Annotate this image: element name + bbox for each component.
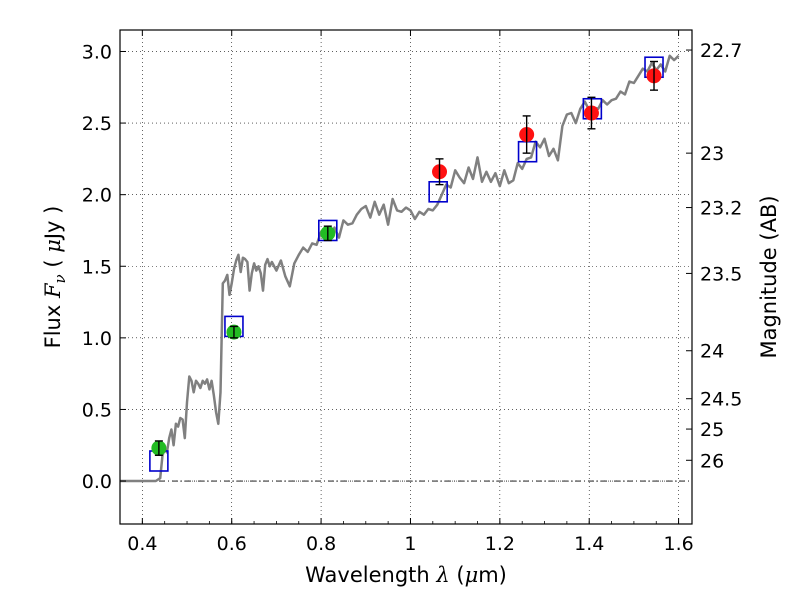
- mag-tick-label: 22.7: [700, 40, 742, 62]
- observed-points: [151, 60, 662, 456]
- y-tick-label: 0.5: [82, 399, 112, 421]
- y-tick-label: 1.0: [82, 328, 112, 350]
- mag-tick-label: 24: [700, 341, 724, 363]
- y-tick-label: 1.5: [82, 256, 112, 278]
- x-tick-label: 0.4: [127, 533, 157, 555]
- mag-tick-label: 25: [700, 419, 724, 441]
- axis-ticks: [120, 30, 692, 524]
- x-tick-label: 0.8: [306, 533, 336, 555]
- magnitude-axis-label: Magnitude (AB): [757, 195, 781, 358]
- mag-tick-label: 23: [700, 143, 724, 165]
- x-axis-label: Wavelength λ (μm): [305, 563, 507, 587]
- mag-tick-label: 23.2: [700, 198, 742, 220]
- model-spectrum: [120, 54, 680, 483]
- x-tick-label: 1.4: [574, 533, 604, 555]
- mag-tick-label: 24.5: [700, 389, 742, 411]
- tick-labels: 0.4 0.6 0.8 1 1.2 1.4 1.6 0.0 0.5 1.0 1.5 2.0 2.5 3.0…: [82, 40, 743, 555]
- model-bands: [149, 56, 664, 472]
- plot-frame: [119, 29, 693, 525]
- mag-tick-label: 23.5: [700, 263, 742, 285]
- x-tick-label: 1.6: [663, 533, 693, 555]
- model-band-marker: [428, 181, 448, 203]
- y-axis-label: Flux Fν ( μJy ): [41, 206, 69, 349]
- mag-tick-label: 26: [700, 450, 724, 472]
- x-tick-label: 1: [404, 533, 416, 555]
- y-tick-label: 0.0: [82, 471, 112, 493]
- x-tick-label: 0.6: [217, 533, 247, 555]
- spectrum-line: [120, 54, 680, 483]
- y-tick-label: 2.0: [82, 185, 112, 207]
- y-tick-label: 3.0: [82, 41, 112, 63]
- x-tick-label: 1.2: [485, 533, 515, 555]
- y-tick-label: 2.5: [82, 113, 112, 135]
- grid: [120, 30, 692, 524]
